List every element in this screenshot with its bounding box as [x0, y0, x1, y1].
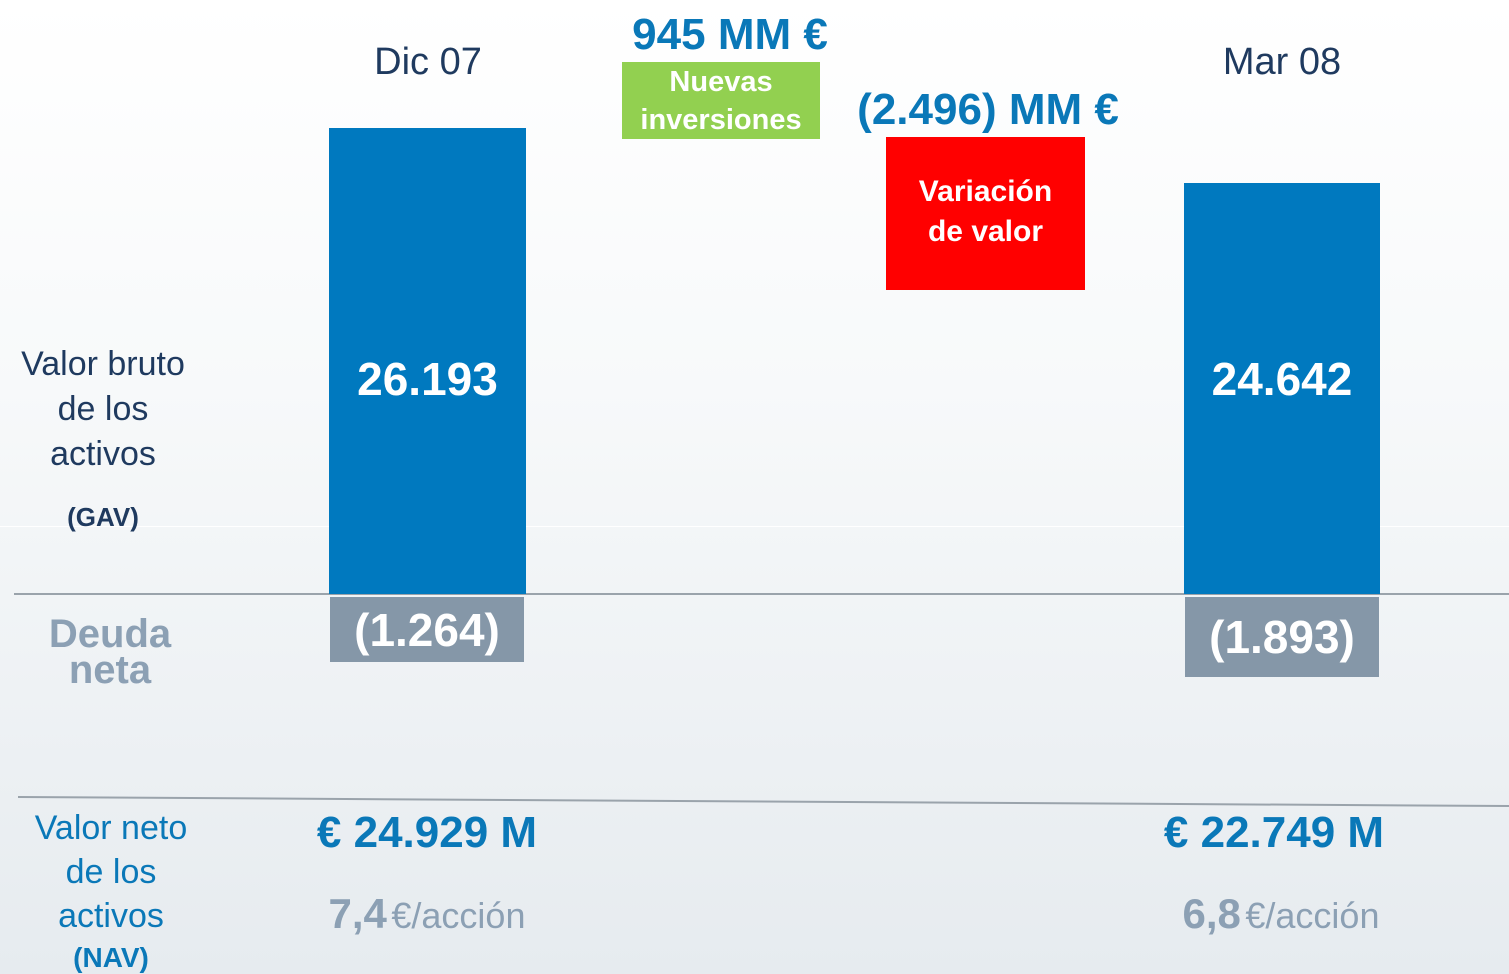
nav-label: Valor neto de los activos	[34, 809, 188, 935]
debt-box: (1.893)	[1185, 597, 1379, 677]
gav-abbr: (GAV)	[67, 502, 139, 532]
change-label: Nuevas inversiones	[640, 65, 802, 136]
investments-box: Nuevas inversiones	[622, 62, 820, 139]
valuation-box: Variación de valor	[886, 137, 1085, 290]
nav-value: € 22.749 M	[1163, 808, 1385, 857]
gav-bar: 26.193	[329, 128, 526, 594]
separator-line	[17, 796, 1509, 807]
debt-value: (1.893)	[1209, 611, 1355, 663]
separator-line	[14, 593, 1509, 595]
per-share: 6,8 €/acción	[1183, 890, 1380, 938]
per-share-unit: €/acción	[1245, 895, 1380, 936]
gav-bar: 24.642	[1184, 183, 1380, 594]
change-amount: 945 MM €	[632, 10, 828, 59]
nav-abbr: (NAV)	[73, 942, 149, 973]
gav-label: Valor bruto de los activos	[21, 345, 185, 473]
debt-value: (1.264)	[354, 604, 500, 656]
per-share-value: 6,8	[1182, 890, 1241, 937]
debt-label: Deuda neta	[48, 612, 172, 692]
per-share-value: 7,4	[328, 890, 387, 937]
separator-line	[0, 526, 1509, 527]
change-label: Variación de valor	[918, 174, 1053, 248]
change-amount: (2.496) MM €	[857, 85, 1119, 134]
gav-value: 24.642	[1211, 353, 1353, 405]
per-share: 7,4 €/acción	[329, 890, 526, 938]
gav-value: 26.193	[357, 353, 498, 405]
period-label: Dic 07	[374, 41, 482, 83]
debt-box: (1.264)	[330, 597, 524, 662]
nav-value: € 24.929 M	[316, 808, 538, 857]
per-share-unit: €/acción	[391, 895, 526, 936]
period-label: Mar 08	[1222, 41, 1342, 83]
